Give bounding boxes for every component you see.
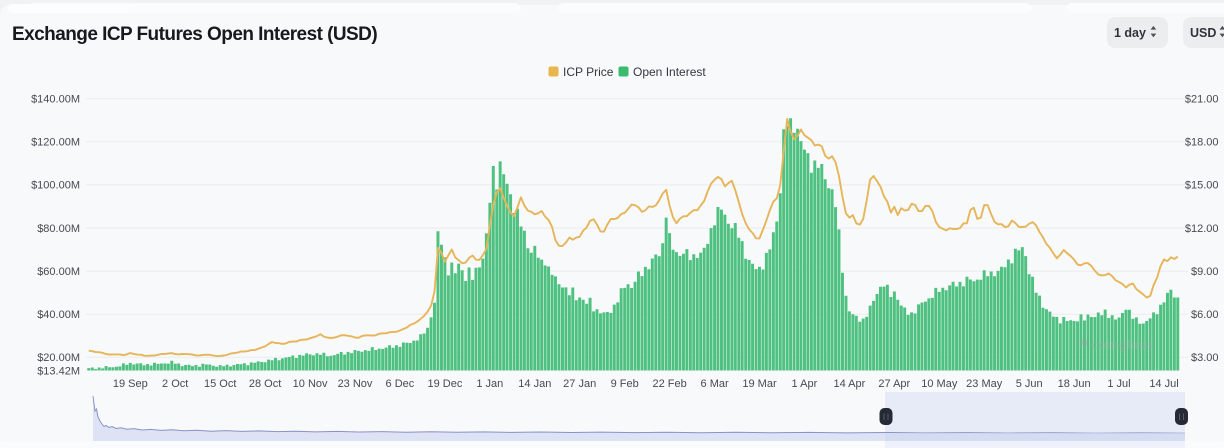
- svg-text:9 Feb: 9 Feb: [611, 378, 639, 390]
- svg-text:1 day: 1 day: [1114, 26, 1146, 40]
- svg-text:$80.00M: $80.00M: [37, 223, 80, 235]
- svg-text:USD: USD: [1190, 26, 1216, 40]
- svg-text:coinglass: coinglass: [1091, 337, 1154, 352]
- svg-text:$15.00: $15.00: [1185, 180, 1219, 192]
- svg-text:23 May: 23 May: [966, 378, 1003, 390]
- svg-text:1 Jan: 1 Jan: [476, 378, 503, 390]
- svg-text:$60.00M: $60.00M: [37, 266, 80, 278]
- svg-text:19 Dec: 19 Dec: [427, 378, 462, 390]
- svg-text:⚑: ⚑: [1077, 336, 1090, 352]
- svg-text:$12.00: $12.00: [1185, 223, 1219, 235]
- svg-text:$100.00M: $100.00M: [31, 180, 80, 192]
- svg-text:10 Nov: 10 Nov: [293, 378, 328, 390]
- svg-text:18 Jun: 18 Jun: [1058, 378, 1091, 390]
- svg-text:23 Nov: 23 Nov: [338, 378, 373, 390]
- svg-text:$120.00M: $120.00M: [31, 137, 80, 149]
- svg-text:19 Mar: 19 Mar: [742, 378, 777, 390]
- svg-text:6 Mar: 6 Mar: [701, 378, 729, 390]
- svg-text:27 Jan: 27 Jan: [563, 378, 596, 390]
- svg-text:$18.00: $18.00: [1185, 137, 1219, 149]
- svg-text:14 Jan: 14 Jan: [518, 378, 551, 390]
- svg-text:15 Oct: 15 Oct: [204, 378, 236, 390]
- svg-text:19 Sep: 19 Sep: [113, 378, 148, 390]
- svg-text:Exchange ICP Futures Open Inte: Exchange ICP Futures Open Interest (USD): [12, 24, 377, 45]
- svg-text:$9.00: $9.00: [1191, 266, 1219, 278]
- svg-text:1 Jul: 1 Jul: [1107, 378, 1130, 390]
- svg-text:$40.00M: $40.00M: [37, 309, 80, 321]
- svg-text:ICP Price: ICP Price: [563, 65, 614, 79]
- svg-text:28 Oct: 28 Oct: [249, 378, 281, 390]
- svg-text:1 Apr: 1 Apr: [792, 378, 818, 390]
- svg-text:$21.00: $21.00: [1185, 94, 1219, 106]
- svg-text:Open Interest: Open Interest: [633, 65, 706, 79]
- svg-text:14 Jul: 14 Jul: [1149, 378, 1178, 390]
- svg-text:6 Dec: 6 Dec: [386, 378, 415, 390]
- svg-text:$3.00: $3.00: [1191, 352, 1219, 364]
- svg-text:10 May: 10 May: [921, 378, 958, 390]
- svg-text:27 Apr: 27 Apr: [878, 378, 910, 390]
- svg-text:$20.00M: $20.00M: [37, 352, 80, 364]
- svg-text:22 Feb: 22 Feb: [652, 378, 686, 390]
- svg-text:5 Jun: 5 Jun: [1016, 378, 1043, 390]
- svg-text:$13.42M: $13.42M: [37, 365, 80, 377]
- svg-text:$140.00M: $140.00M: [31, 94, 80, 106]
- svg-text:$6.00: $6.00: [1191, 309, 1219, 321]
- svg-text:14 Apr: 14 Apr: [833, 378, 865, 390]
- svg-text:2 Oct: 2 Oct: [162, 378, 188, 390]
